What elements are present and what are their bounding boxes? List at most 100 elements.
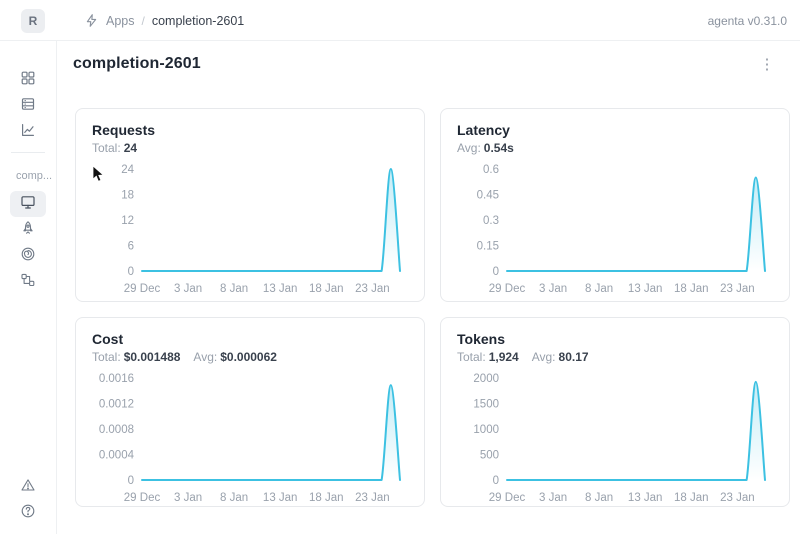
y-tick-label: 0.0008 <box>99 424 134 436</box>
workspace-avatar[interactable]: R <box>21 9 45 33</box>
x-tick-label: 23 Jan <box>355 283 390 295</box>
stat: Avg: $0.000062 <box>193 350 277 364</box>
main-content: completion-2601 ⋮ Requests Total: 24 0 6 12… <box>57 41 800 534</box>
y-tick-label: 6 <box>128 241 134 253</box>
card-title: Tokens <box>457 331 505 347</box>
x-tick-label: 8 Jan <box>585 492 613 504</box>
breadcrumb-separator: / <box>141 13 145 28</box>
stat-label: Total: <box>92 141 121 155</box>
tokens-chart: 0 500 1000 1500 2000 29 Dec 3 Jan 8 Jan 13 Jan 18… <box>457 370 773 506</box>
x-tick-label: 13 Jan <box>628 283 663 295</box>
card-title: Requests <box>92 122 156 138</box>
sidebar-item-observability[interactable] <box>10 119 46 145</box>
series-line <box>141 384 401 481</box>
stat-label: Total: <box>457 350 486 364</box>
stat-value: 1,924 <box>488 350 519 364</box>
grid-icon <box>20 70 36 91</box>
x-tick-label: 13 Jan <box>263 283 298 295</box>
latency-card: Latency Avg: 0.54s 0 0.15 0.3 0.45 0.6 29 Dec 3… <box>440 108 790 302</box>
requests-card: Requests Total: 24 0 6 12 18 24 29 Dec 3 Jan 8 J… <box>75 108 425 302</box>
page-title: completion-2601 <box>73 55 201 72</box>
stat-value: 24 <box>123 141 138 155</box>
x-tick-label: 18 Jan <box>674 283 709 295</box>
card-stats: Total: 24 <box>92 141 408 155</box>
card-title: Cost <box>92 331 124 347</box>
x-tick-label: 29 Dec <box>489 283 526 295</box>
latency-svg: 0 0.15 0.3 0.45 0.6 29 Dec 3 Jan 8 Jan 13 Jan 18 … <box>477 164 766 295</box>
y-tick-label: 18 <box>121 190 134 202</box>
cost-svg: 0 0.0004 0.0008 0.0012 0.0016 29 Dec 3 Jan 8 Ja… <box>99 373 401 504</box>
x-tick-label: 13 Jan <box>263 492 298 504</box>
sidebar-item-testsets[interactable] <box>10 93 46 119</box>
requests-svg: 0 6 12 18 24 29 Dec 3 Jan 8 Jan 13 Jan 18 Jan 23 J… <box>121 164 401 295</box>
sidebar-nav-top <box>0 67 56 145</box>
help-circle-icon <box>20 503 36 524</box>
x-tick-label: 8 Jan <box>220 283 248 295</box>
y-tick-label: 0.0004 <box>99 450 135 462</box>
y-tick-label: 24 <box>121 164 134 176</box>
cost-chart: 0 0.0004 0.0008 0.0012 0.0016 29 Dec 3 Jan 8 Ja… <box>92 370 408 506</box>
series-area <box>142 169 400 271</box>
sidebar-item-workflows[interactable] <box>10 269 46 295</box>
rows-icon <box>20 96 36 117</box>
stat-value: 80.17 <box>558 350 589 364</box>
stat: Total: 1,924 <box>457 350 519 364</box>
y-tick-label: 0.15 <box>477 241 499 253</box>
series-area <box>142 385 400 480</box>
x-tick-label: 3 Jan <box>174 283 202 295</box>
x-tick-label: 18 Jan <box>674 492 709 504</box>
latency-chart: 0 0.15 0.3 0.45 0.6 29 Dec 3 Jan 8 Jan 13 Jan 18 … <box>457 161 773 299</box>
sidebar-item-deployment[interactable] <box>10 243 46 269</box>
tokens-svg: 0 500 1000 1500 2000 29 Dec 3 Jan 8 Jan 13 Jan 18… <box>473 373 766 504</box>
sidebar-item-issues[interactable] <box>10 474 46 500</box>
card-stats: Total: $0.001488 Avg: $0.000062 <box>92 350 408 364</box>
sidebar-item-overview[interactable] <box>10 191 46 217</box>
stat-value: 0.54s <box>483 141 514 155</box>
y-tick-label: 12 <box>121 215 134 227</box>
x-tick-label: 8 Jan <box>220 492 248 504</box>
series-area <box>507 381 765 480</box>
requests-chart: 0 6 12 18 24 29 Dec 3 Jan 8 Jan 13 Jan 18 Jan 23 J… <box>92 161 408 299</box>
series-line <box>141 168 401 272</box>
more-options-button[interactable]: ⋮ <box>759 55 775 73</box>
y-tick-label: 0 <box>128 266 134 278</box>
breadcrumb-apps[interactable]: Apps <box>106 13 135 28</box>
y-tick-label: 1500 <box>473 399 499 411</box>
sidebar-nav-bottom <box>0 474 56 526</box>
x-tick-label: 23 Jan <box>720 283 755 295</box>
x-tick-label: 13 Jan <box>628 492 663 504</box>
alert-triangle-icon <box>20 477 36 498</box>
x-tick-label: 29 Dec <box>124 283 161 295</box>
sidebar-nav-app <box>0 191 56 295</box>
tokens-card: Tokens Total: 1,924 Avg: 80.17 0 500 1000 1500… <box>440 317 790 507</box>
rocket-icon <box>20 220 36 241</box>
line-chart-icon <box>20 122 36 143</box>
y-tick-label: 0.45 <box>477 190 499 202</box>
y-tick-label: 2000 <box>473 373 499 385</box>
x-tick-label: 3 Jan <box>174 492 202 504</box>
stat: Total: 24 <box>92 141 137 155</box>
sidebar-item-apps[interactable] <box>10 67 46 93</box>
series-line <box>506 176 766 272</box>
monitor-icon <box>20 194 36 215</box>
bolt-icon <box>84 13 99 28</box>
y-tick-label: 0 <box>493 266 499 278</box>
x-tick-label: 29 Dec <box>489 492 526 504</box>
stat-label: Avg: <box>193 350 218 364</box>
x-tick-label: 23 Jan <box>720 492 755 504</box>
card-stats: Total: 1,924 Avg: 80.17 <box>457 350 773 364</box>
y-tick-label: 1000 <box>473 424 499 436</box>
sidebar: comp... <box>0 41 57 534</box>
swirl-icon <box>20 246 36 267</box>
stat: Total: $0.001488 <box>92 350 180 364</box>
sidebar-item-help[interactable] <box>10 500 46 526</box>
x-tick-label: 23 Jan <box>355 492 390 504</box>
stat-label: Total: <box>92 350 121 364</box>
sidebar-item-playground[interactable] <box>10 217 46 243</box>
y-tick-label: 0.6 <box>483 164 499 176</box>
x-tick-label: 3 Jan <box>539 283 567 295</box>
workflow-icon <box>20 272 36 293</box>
stat-value: $0.000062 <box>220 350 277 364</box>
stat: Avg: 80.17 <box>532 350 589 364</box>
series-area <box>507 177 765 271</box>
